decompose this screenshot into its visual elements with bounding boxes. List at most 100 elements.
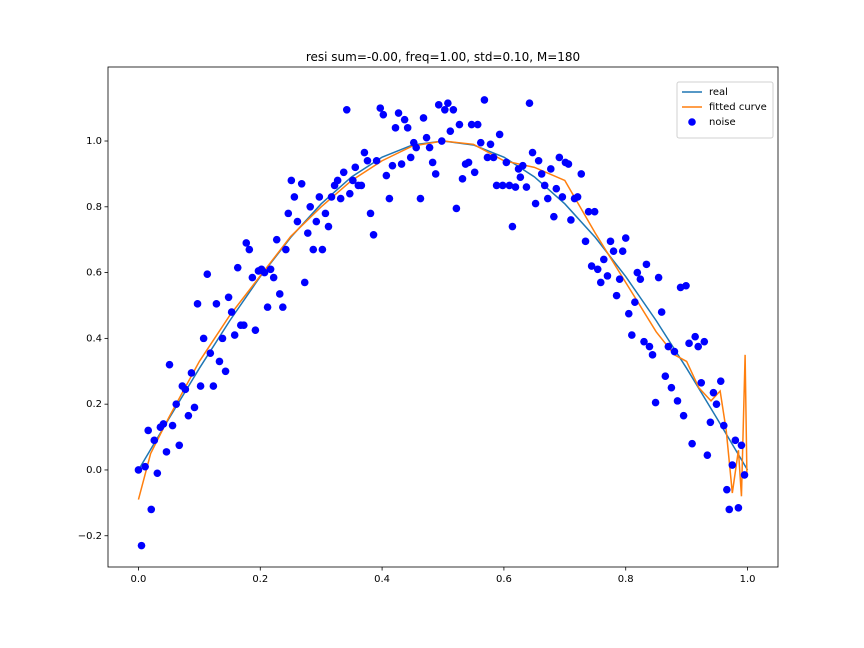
point — [363, 156, 372, 165]
point — [406, 153, 415, 162]
point — [190, 403, 199, 412]
point — [162, 448, 171, 456]
point — [573, 193, 582, 201]
point — [266, 265, 275, 274]
point — [346, 189, 354, 198]
point — [351, 163, 360, 172]
point — [309, 245, 318, 254]
point — [694, 342, 703, 351]
point — [577, 170, 586, 178]
point — [581, 237, 590, 246]
point — [495, 130, 504, 139]
point — [737, 441, 746, 450]
point — [464, 158, 473, 167]
point — [275, 290, 284, 298]
point — [224, 293, 233, 302]
point — [486, 140, 495, 149]
point — [312, 217, 321, 226]
point — [731, 436, 740, 445]
point — [303, 229, 312, 237]
point — [321, 209, 330, 218]
point — [670, 347, 679, 356]
point — [558, 193, 567, 201]
point — [349, 176, 357, 185]
point — [360, 148, 369, 157]
point — [543, 194, 552, 203]
point — [324, 222, 333, 231]
point — [518, 161, 527, 170]
x-tick-label: 0.4 — [374, 574, 390, 585]
point — [150, 436, 159, 445]
point — [357, 181, 366, 190]
point — [293, 217, 302, 226]
point — [531, 199, 540, 208]
x-tick-label: 0.8 — [618, 574, 634, 585]
point — [434, 101, 443, 109]
point — [555, 153, 564, 162]
point — [419, 114, 428, 122]
legend-label: real — [709, 87, 728, 98]
point — [206, 349, 215, 357]
x-tick-label: 0.0 — [131, 574, 147, 585]
chart-title: resi sum=-0.00, freq=1.00, std=0.10, M=1… — [306, 50, 580, 64]
point — [483, 153, 492, 162]
point — [633, 268, 642, 277]
point — [212, 300, 221, 308]
point — [612, 291, 621, 300]
point — [615, 275, 624, 283]
point — [679, 411, 688, 420]
point — [596, 278, 605, 287]
point — [511, 183, 520, 191]
point — [606, 237, 615, 246]
point — [697, 378, 706, 387]
y-tick-label: 0.0 — [86, 465, 102, 476]
point — [134, 466, 143, 474]
point — [339, 168, 348, 177]
line — [137, 140, 749, 471]
point — [400, 115, 409, 124]
point — [306, 203, 315, 211]
point — [654, 273, 663, 282]
point — [444, 99, 452, 107]
line — [137, 140, 748, 500]
point — [394, 109, 403, 117]
point — [673, 397, 682, 405]
point — [552, 184, 561, 193]
point — [734, 503, 743, 512]
point — [203, 270, 212, 279]
point — [700, 337, 709, 346]
point — [230, 331, 239, 339]
point — [333, 176, 342, 185]
point — [489, 153, 498, 162]
point — [452, 204, 461, 213]
point — [165, 360, 174, 369]
point — [403, 124, 412, 132]
point — [187, 369, 196, 377]
plot-area — [107, 66, 779, 568]
x-tick-label: 0.6 — [496, 574, 512, 585]
point — [282, 245, 290, 254]
point — [590, 207, 599, 216]
point — [327, 193, 336, 201]
point — [431, 170, 440, 178]
point — [300, 278, 309, 287]
point — [664, 342, 673, 351]
point — [661, 372, 670, 381]
point — [242, 239, 251, 247]
point — [609, 247, 618, 256]
point — [455, 120, 464, 129]
legend-box — [676, 81, 774, 139]
point — [279, 303, 287, 311]
point — [297, 179, 306, 188]
point — [382, 171, 391, 180]
point — [175, 441, 184, 450]
point — [397, 160, 406, 168]
point — [618, 247, 627, 256]
point — [416, 194, 425, 203]
point — [437, 137, 446, 145]
point — [600, 255, 608, 264]
point — [628, 331, 636, 339]
point — [640, 337, 648, 346]
point — [667, 383, 676, 392]
point — [233, 263, 242, 272]
